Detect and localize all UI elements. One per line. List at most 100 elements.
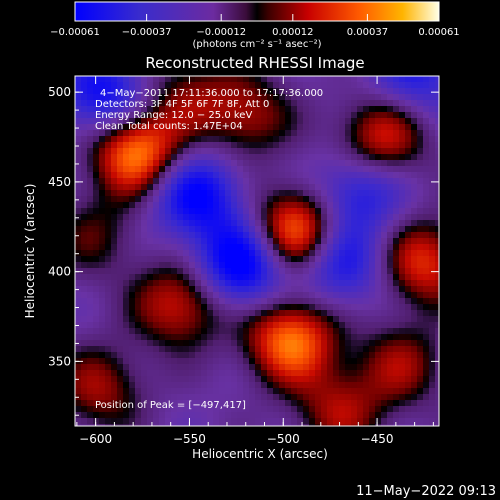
heatmap-cell — [285, 208, 291, 214]
heatmap-cell — [243, 172, 249, 178]
heatmap-cell — [435, 292, 439, 298]
heatmap-cell — [333, 202, 339, 208]
heatmap-cell — [429, 250, 435, 256]
heatmap-cell — [333, 388, 339, 394]
heatmap-cell — [255, 124, 261, 130]
heatmap-cell — [321, 280, 327, 286]
heatmap-cell — [105, 184, 111, 190]
heatmap-cell — [297, 232, 303, 238]
heatmap-cell — [231, 100, 237, 106]
heatmap-cell — [195, 118, 201, 124]
heatmap-cell — [231, 268, 237, 274]
heatmap-cell — [429, 220, 435, 226]
heatmap-cell — [381, 220, 387, 226]
heatmap-cell — [147, 364, 153, 370]
heatmap-cell — [159, 310, 165, 316]
heatmap-cell — [159, 94, 165, 100]
heatmap-cell — [405, 400, 411, 406]
heatmap-cell — [315, 118, 321, 124]
heatmap-cell — [273, 118, 279, 124]
heatmap-cell — [261, 124, 267, 130]
heatmap-cell — [423, 82, 429, 88]
heatmap-cell — [183, 364, 189, 370]
heatmap-cell — [429, 280, 435, 286]
heatmap-cell — [333, 184, 339, 190]
heatmap-cell — [351, 364, 357, 370]
heatmap-cell — [261, 268, 267, 274]
heatmap-cell — [111, 400, 117, 406]
y-tick-label: 350 — [48, 354, 71, 368]
heatmap-cell — [177, 268, 183, 274]
heatmap-cell — [165, 280, 171, 286]
heatmap-cell — [219, 196, 225, 202]
heatmap-cell — [93, 280, 99, 286]
heatmap-cell — [435, 406, 439, 412]
heatmap-cell — [201, 106, 207, 112]
heatmap-cell — [411, 382, 417, 388]
heatmap-cell — [105, 226, 111, 232]
heatmap-cell — [213, 244, 219, 250]
heatmap-cell — [195, 388, 201, 394]
heatmap-cell — [141, 292, 147, 298]
heatmap-cell — [159, 112, 165, 118]
heatmap-cell — [297, 166, 303, 172]
heatmap-cell — [303, 196, 309, 202]
heatmap-cell — [153, 334, 159, 340]
heatmap-cell — [219, 214, 225, 220]
heatmap-cell — [339, 208, 345, 214]
heatmap-cell — [267, 124, 273, 130]
heatmap-cell — [297, 310, 303, 316]
heatmap-cell — [153, 328, 159, 334]
heatmap-cell — [165, 76, 171, 82]
heatmap-cell — [363, 280, 369, 286]
heatmap-cell — [273, 232, 279, 238]
heatmap-cell — [321, 124, 327, 130]
heatmap-cell — [327, 268, 333, 274]
heatmap-cell — [339, 232, 345, 238]
heatmap-cell — [171, 424, 177, 426]
heatmap-cell — [315, 382, 321, 388]
heatmap-cell — [369, 106, 375, 112]
heatmap-cell — [231, 76, 237, 82]
heatmap-cell — [147, 400, 153, 406]
heatmap-cell — [321, 406, 327, 412]
heatmap-cell — [309, 202, 315, 208]
heatmap-cell — [75, 304, 81, 310]
heatmap-cell — [381, 418, 387, 424]
heatmap-cell — [75, 250, 81, 256]
heatmap-cell — [411, 340, 417, 346]
heatmap-cell — [399, 256, 405, 262]
heatmap-cell — [327, 358, 333, 364]
heatmap-cell — [81, 286, 87, 292]
heatmap-cell — [315, 220, 321, 226]
heatmap-cell — [309, 130, 315, 136]
heatmap-cell — [345, 130, 351, 136]
heatmap-cell — [309, 352, 315, 358]
heatmap-cell — [345, 124, 351, 130]
heatmap-cell — [423, 298, 429, 304]
heatmap-cell — [195, 394, 201, 400]
heatmap-cell — [159, 178, 165, 184]
heatmap-cell — [429, 88, 435, 94]
heatmap-cell — [99, 346, 105, 352]
heatmap-cell — [369, 376, 375, 382]
heatmap-cell — [177, 208, 183, 214]
heatmap-cell — [405, 220, 411, 226]
heatmap-cell — [195, 334, 201, 340]
heatmap-cell — [141, 148, 147, 154]
heatmap-cell — [147, 298, 153, 304]
heatmap-cell — [303, 424, 309, 426]
heatmap-cell — [405, 310, 411, 316]
heatmap-cell — [159, 118, 165, 124]
heatmap-cell — [411, 88, 417, 94]
heatmap-cell — [93, 316, 99, 322]
heatmap-cell — [81, 220, 87, 226]
heatmap-cell — [207, 100, 213, 106]
heatmap-cell — [147, 334, 153, 340]
heatmap-cell — [177, 202, 183, 208]
heatmap-cell — [219, 154, 225, 160]
heatmap-cell — [423, 250, 429, 256]
heatmap-cell — [351, 226, 357, 232]
heatmap-cell — [405, 82, 411, 88]
heatmap-cell — [87, 256, 93, 262]
